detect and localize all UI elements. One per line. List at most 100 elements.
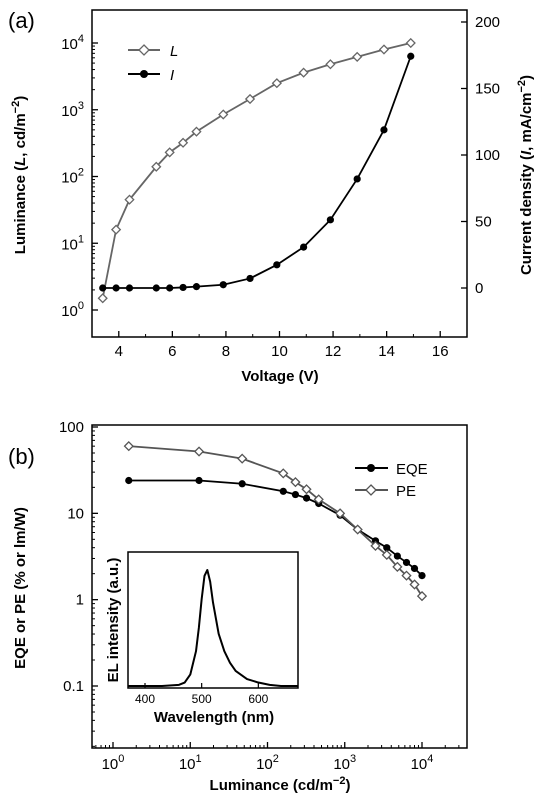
a-series-L-marker xyxy=(244,93,256,105)
a-right-tick-label: 150 xyxy=(475,81,500,98)
inset-x-axis-title: Wavelength (nm) xyxy=(154,709,274,726)
panel-b-x-axis-title: Luminance (cd/m−2) xyxy=(210,775,351,794)
a-x-tick-label: 6 xyxy=(168,343,176,360)
inset-x-tick-label: 600 xyxy=(248,692,268,706)
b-x-tick-label: 100 xyxy=(102,753,125,773)
a-series-I-line xyxy=(102,55,412,289)
a-x-tick-label: 4 xyxy=(115,343,123,360)
a-series-I-marker xyxy=(353,175,361,183)
a-series-L-line xyxy=(101,42,411,299)
a-series-I-marker xyxy=(407,52,415,60)
a-series-L-marker xyxy=(405,37,416,49)
b-series-PE-marker xyxy=(290,476,301,488)
a-right-tick-label: 200 xyxy=(475,14,500,31)
a-series-I-marker xyxy=(166,284,174,292)
a-right-tick-label: 0 xyxy=(475,280,483,297)
panel-a-right-axis-title: Current density (I, mA/cm−2) xyxy=(516,75,535,275)
inset-el-spectrum-line xyxy=(128,569,298,687)
a-series-I-marker xyxy=(219,281,227,289)
b-y-tick-label: 10 xyxy=(67,505,84,522)
a-series-I-marker xyxy=(125,284,134,292)
b-series-PE-marker xyxy=(409,579,420,590)
b-series-EQE-marker xyxy=(279,487,287,495)
legend-label-I: I xyxy=(170,67,174,84)
panel-b-legend: EQE PE xyxy=(355,461,428,500)
b-series-PE-marker xyxy=(301,484,312,495)
a-series-I-marker xyxy=(300,243,308,251)
a-series-L-marker xyxy=(298,67,309,78)
legend-marker-EQE xyxy=(367,464,375,472)
b-series-EQE-marker xyxy=(410,564,419,573)
b-x-tick-label: 101 xyxy=(179,753,202,773)
a-series-L-marker xyxy=(164,147,175,158)
b-series-PE-marker xyxy=(123,441,134,452)
inset-x-tick-label: 500 xyxy=(192,692,212,706)
a-series-L-marker xyxy=(97,293,108,304)
b-y-tick-label: 1 xyxy=(76,592,84,609)
b-y-tick-label: 100 xyxy=(59,419,84,436)
legend-label-EQE: EQE xyxy=(396,461,428,478)
b-series-PE-marker xyxy=(313,494,324,505)
a-series-L-marker xyxy=(378,44,390,55)
a-series-L-marker xyxy=(110,224,122,235)
panel-a-left-axis-title: Luminance (L, cd/m−2) xyxy=(10,96,29,254)
a-series-L-marker xyxy=(271,78,282,89)
b-series-EQE-marker xyxy=(195,476,203,485)
b-series-EQE-marker xyxy=(238,480,246,488)
b-series-PE-marker xyxy=(370,540,381,551)
a-left-tick-label: 100 xyxy=(61,300,84,320)
b-series-PE-marker xyxy=(381,549,392,561)
b-series-EQE-marker xyxy=(418,572,426,580)
b-series-PE-marker xyxy=(193,446,205,457)
b-series-PE-marker xyxy=(392,561,403,572)
inset-frame xyxy=(127,551,299,689)
a-x-tick-label: 12 xyxy=(325,343,342,360)
a-left-tick-label: 101 xyxy=(61,233,84,253)
panel-b-frame xyxy=(91,424,468,749)
panel-a-label: (a) xyxy=(8,8,35,33)
b-series-EQE-marker xyxy=(302,494,311,502)
a-x-tick-label: 10 xyxy=(271,343,288,360)
a-x-tick-label: 8 xyxy=(222,343,230,360)
b-x-tick-label: 102 xyxy=(256,753,279,773)
b-series-EQE-marker xyxy=(402,558,411,567)
a-series-I-marker xyxy=(326,216,334,224)
legend-label-PE: PE xyxy=(396,483,416,500)
panel-b-y-axis-title: EQE or PE (% or lm/W) xyxy=(12,507,29,669)
panel-a-x-axis-title: Voltage (V) xyxy=(241,368,318,385)
a-left-tick-label: 104 xyxy=(61,33,84,53)
a-series-L-marker xyxy=(352,51,363,62)
a-series-L-marker xyxy=(191,126,202,137)
a-series-I-marker xyxy=(179,283,187,292)
panel-b-label: (b) xyxy=(8,444,35,469)
b-series-EQE-marker xyxy=(393,552,401,560)
legend-label-L: L xyxy=(170,43,178,60)
b-x-tick-label: 104 xyxy=(411,753,434,773)
b-series-EQE-marker xyxy=(291,490,300,499)
a-left-tick-label: 103 xyxy=(61,100,84,120)
a-series-L-marker xyxy=(124,194,135,205)
a-series-I-marker xyxy=(380,126,388,134)
panel-a-legend: L I xyxy=(128,43,178,84)
legend-marker-PE xyxy=(365,484,377,496)
a-right-tick-label: 50 xyxy=(475,214,492,231)
a-series-L-marker xyxy=(151,161,162,172)
a-series-L-marker xyxy=(325,59,336,70)
a-left-tick-label: 102 xyxy=(61,167,84,187)
b-series-PE-marker xyxy=(334,508,346,519)
b-x-tick-label: 103 xyxy=(333,753,356,773)
legend-marker-L xyxy=(138,44,150,56)
a-series-I-marker xyxy=(273,261,281,269)
b-series-PE-marker xyxy=(237,453,248,464)
a-series-L-marker xyxy=(218,109,229,120)
b-series-PE-marker xyxy=(278,468,289,479)
inset-x-tick-label: 400 xyxy=(135,692,155,706)
b-series-PE-marker xyxy=(401,570,412,581)
a-series-I-marker xyxy=(152,284,160,292)
a-series-I-marker xyxy=(192,283,201,291)
a-series-I-marker xyxy=(112,284,120,292)
b-series-PE-marker xyxy=(352,524,363,535)
a-series-I-marker xyxy=(99,284,107,292)
b-series-EQE-marker xyxy=(383,544,391,552)
